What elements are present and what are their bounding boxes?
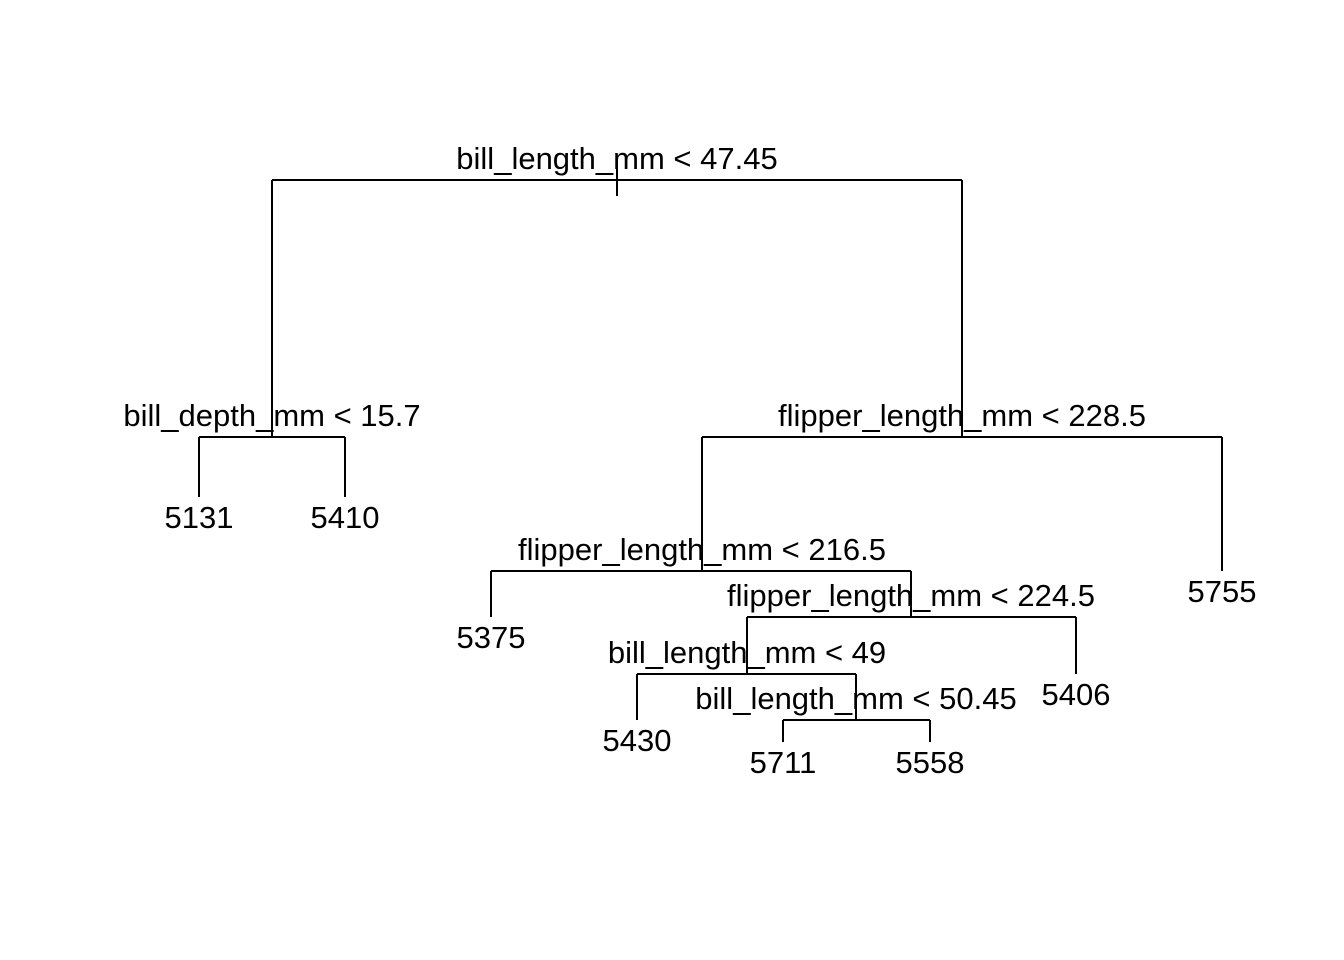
leaf-value-5375: 5375	[457, 620, 526, 655]
tree-edges	[198, 168, 1223, 742]
leaf-value-5558: 5558	[896, 745, 965, 780]
leaf-value-5131: 5131	[165, 500, 234, 535]
split-label-n7: bill_length_mm < 50.45	[695, 681, 1016, 716]
leaf-value-5430: 5430	[603, 723, 672, 758]
split-label-n6: bill_length_mm < 49	[608, 635, 886, 670]
leaf-value-5755: 5755	[1188, 574, 1257, 609]
leaf-value-5406: 5406	[1042, 677, 1111, 712]
split-label-n1: bill_length_mm < 47.45	[456, 141, 777, 176]
split-label-n3: flipper_length_mm < 228.5	[778, 398, 1146, 433]
leaf-value-5410: 5410	[311, 500, 380, 535]
leaf-value-5711: 5711	[750, 745, 817, 780]
split-label-n2: bill_depth_mm < 15.7	[123, 398, 420, 433]
tree-labels: bill_length_mm < 47.45 bill_depth_mm < 15…	[123, 141, 1256, 780]
split-label-n4: flipper_length_mm < 216.5	[518, 532, 886, 567]
split-label-n5: flipper_length_mm < 224.5	[727, 578, 1095, 613]
